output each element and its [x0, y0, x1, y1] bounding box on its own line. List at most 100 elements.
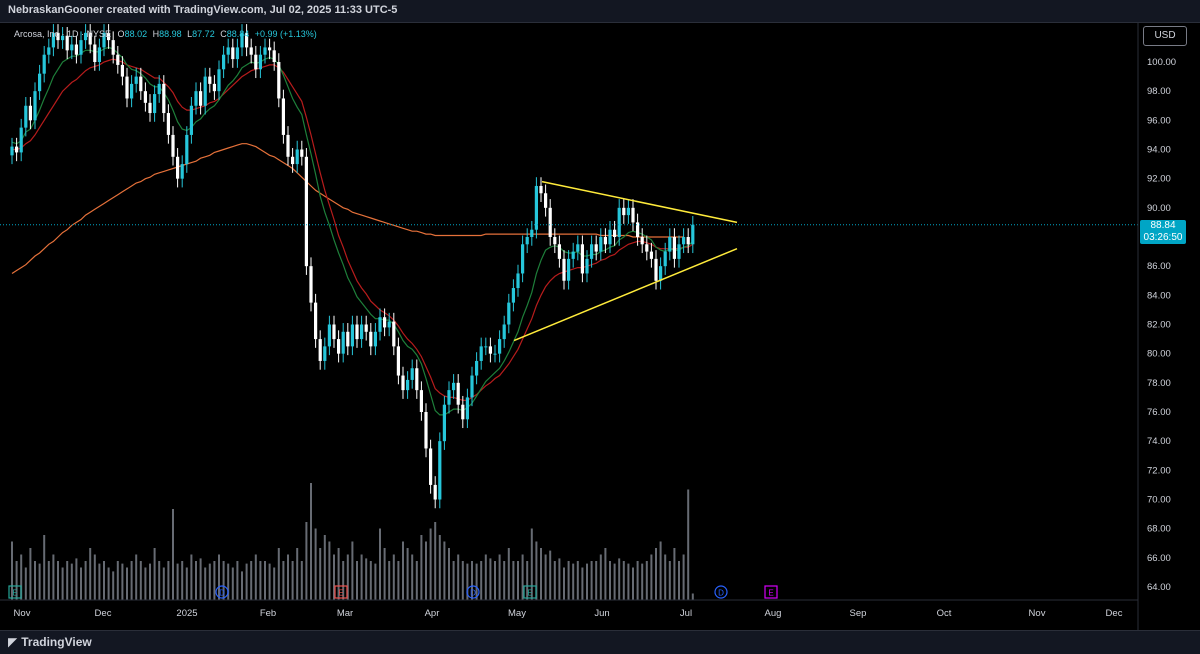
candle-body: [484, 346, 488, 348]
volume-bar: [190, 554, 193, 600]
volume-bar: [397, 561, 400, 600]
volume-bar: [61, 567, 64, 600]
candle-body: [116, 54, 120, 65]
volume-bar: [20, 554, 23, 600]
y-tick-label: 80.00: [1147, 349, 1171, 360]
tradingview-logo[interactable]: ◤ TradingView: [8, 635, 92, 649]
candle-body: [502, 324, 506, 340]
volume-bar: [231, 567, 234, 600]
volume-bar: [218, 554, 220, 600]
volume-bar: [250, 561, 253, 600]
event-marker-letter: E: [527, 589, 532, 598]
volume-bar: [66, 561, 69, 600]
volume-bar: [135, 554, 138, 600]
legend-low: 87.72: [192, 29, 215, 39]
volume-bar: [264, 561, 266, 600]
x-tick-label: Sep: [850, 608, 867, 619]
candle-body: [258, 54, 262, 70]
candle-body: [231, 47, 235, 60]
candle-body: [93, 44, 97, 62]
candle-body: [176, 156, 180, 179]
x-tick-label: May: [508, 608, 526, 619]
volume-bar: [93, 554, 96, 600]
candle-body: [226, 47, 230, 55]
volume-bar: [627, 563, 630, 600]
candle-body: [51, 32, 55, 48]
volume-bar: [144, 567, 147, 600]
ema-slow-path: [11, 143, 684, 275]
candle-body: [47, 47, 51, 55]
candle-body: [217, 69, 221, 92]
candle-body: [580, 244, 584, 274]
candle-body: [148, 102, 152, 114]
candle-body: [553, 237, 557, 245]
candle-body: [277, 62, 281, 99]
volume-bar: [544, 554, 547, 600]
volume-bar: [425, 541, 427, 600]
last-price-value: 88.84: [1150, 220, 1176, 231]
currency-selector[interactable]: USD: [1143, 26, 1187, 46]
candle-body: [369, 331, 373, 347]
legend-symbol: Arcosa, Inc · 1D · NYSE: [14, 29, 111, 39]
earnings-icon: E: [523, 585, 537, 599]
volume-bar: [107, 567, 110, 600]
y-tick-label: 98.00: [1147, 86, 1171, 97]
candle-body: [300, 149, 304, 157]
candle-body: [433, 484, 437, 500]
volume-bar: [153, 548, 156, 600]
candle-body: [120, 64, 124, 77]
candle-body: [396, 346, 400, 376]
candle-body: [378, 317, 382, 332]
volume-bar: [241, 571, 243, 600]
candle-body: [585, 258, 589, 274]
volume-bar: [15, 561, 18, 600]
volume-bar: [526, 561, 529, 600]
candle-body: [631, 207, 635, 223]
candle-body: [567, 258, 571, 281]
volume-bar: [89, 548, 92, 600]
time-axis: Nov Dec 2025 Feb Mar Apr May Jun Jul Aug Sep Oct Nov…: [0, 599, 1138, 619]
volume-bar: [452, 561, 455, 600]
candle-body: [608, 229, 612, 245]
lower-trendline: [513, 247, 738, 342]
ema-mid-line: [12, 58, 694, 401]
x-tick-label: Jul: [680, 608, 692, 619]
volume-bar: [236, 561, 239, 600]
legend-open: 88.02: [125, 29, 148, 39]
volume-bar: [47, 561, 50, 600]
volume-bar: [604, 548, 607, 600]
volume-bar: [273, 567, 276, 600]
volume-bar: [448, 548, 450, 600]
candle-body: [130, 83, 134, 99]
candle-body: [139, 76, 143, 92]
volume-bar: [195, 561, 197, 600]
candle-body: [332, 324, 336, 340]
candle-body: [530, 229, 534, 237]
volume-bar: [563, 567, 565, 600]
volume-bar: [310, 483, 312, 600]
y-tick-label: 92.00: [1147, 174, 1171, 185]
volume-bar: [636, 561, 639, 600]
candle-body: [125, 76, 129, 99]
volume-bar: [645, 561, 648, 600]
candle-body: [649, 251, 653, 259]
volume-bar: [199, 558, 202, 600]
volume-bar: [429, 528, 432, 600]
price-chart[interactable]: 100.0098.0096.0094.0092.0090.0088.0086.0…: [0, 22, 1200, 630]
volume-bar: [337, 548, 340, 600]
volume-bar: [590, 561, 593, 600]
volume-bar: [388, 561, 391, 600]
candle-body: [387, 321, 391, 328]
x-tick-label: Nov: [14, 608, 31, 619]
earnings-icon: E: [334, 585, 348, 599]
candle-body: [24, 105, 28, 128]
volume-bar: [213, 561, 216, 600]
legend-change: +0.99 (+1.13%): [255, 29, 317, 39]
candle-body: [406, 379, 410, 391]
volume-bar: [466, 563, 469, 600]
chart-frame[interactable]: 100.0098.0096.0094.0092.0090.0088.0086.0…: [0, 22, 1200, 630]
volume-bar: [581, 567, 584, 600]
volume-bar: [172, 509, 174, 600]
volume-bar: [268, 563, 271, 600]
volume-bar: [167, 561, 170, 600]
